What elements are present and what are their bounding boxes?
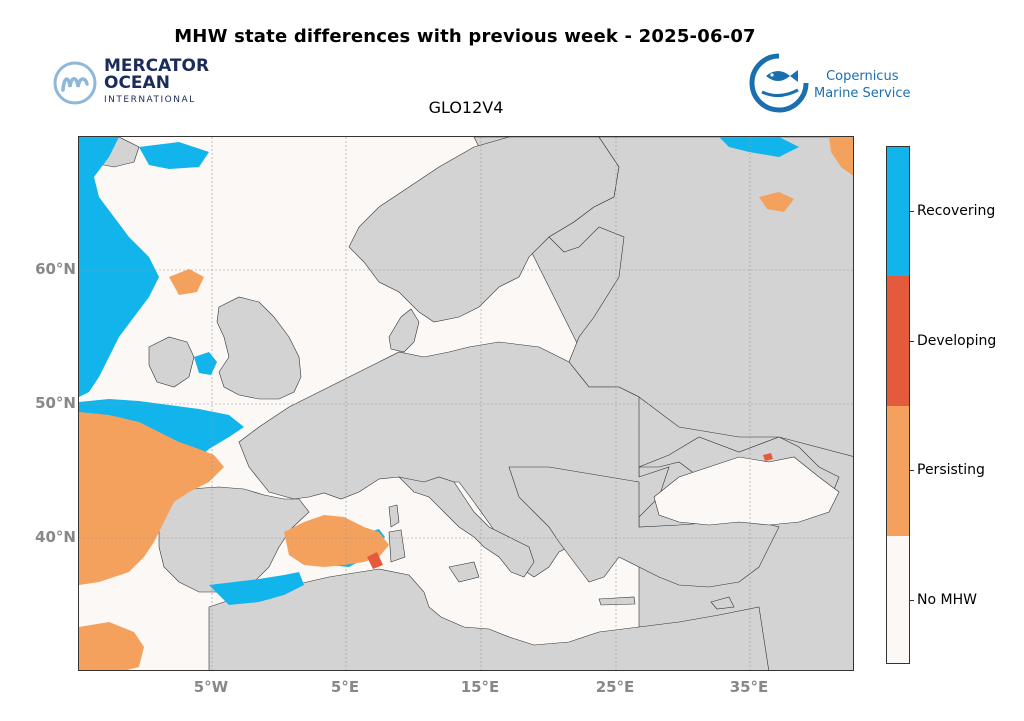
fish-icon	[749, 53, 809, 113]
lon-label-25e: 25°E	[595, 678, 635, 696]
lon-label-5w: 5°W	[193, 678, 229, 696]
land-balkans	[508, 466, 780, 588]
lat-label-60n: 60°N	[35, 260, 76, 278]
black-sea	[653, 456, 840, 526]
colorbar-tick	[910, 600, 914, 601]
land-sicily	[448, 561, 480, 583]
gridlines	[79, 137, 853, 670]
land-finland-russia	[548, 137, 853, 457]
mhw-persisting-irish-shelf	[169, 269, 204, 295]
mhw-recovering-irish	[194, 352, 217, 375]
copernicus-line1: Copernicus	[826, 69, 899, 84]
land-sardinia	[388, 529, 406, 563]
land-crete	[598, 596, 636, 606]
colorbar-persisting	[887, 406, 909, 536]
colorbar-no-mhw	[887, 536, 909, 663]
mhw-persisting-white-sea	[759, 192, 794, 212]
mhw-persisting-barents-edge	[829, 137, 853, 176]
colorbar-tick	[910, 211, 914, 212]
mercator-line1: MERCATOR	[104, 56, 210, 76]
legend-label-no-mhw: No MHW	[917, 592, 977, 608]
mercator-line2: OCEAN	[104, 73, 170, 93]
map-panel	[78, 136, 854, 671]
legend-label-developing: Developing	[917, 333, 997, 349]
colorbar	[886, 146, 910, 664]
colorbar-developing	[887, 276, 909, 406]
land-iberia	[158, 486, 310, 593]
land-denmark	[388, 308, 420, 353]
legend-label-recovering: Recovering	[917, 203, 996, 219]
land-italy	[398, 476, 535, 578]
land-cyprus	[710, 596, 735, 610]
map-svg	[79, 137, 853, 670]
mhw-persisting-atlantic	[79, 412, 224, 585]
mercator-logo: MERCATOR OCEAN INTERNATIONAL	[52, 58, 222, 110]
mhw-persisting-canary	[79, 622, 144, 670]
chart-title: MHW state differences with previous week…	[174, 26, 756, 47]
map-subtitle: GLO12V4	[428, 98, 504, 117]
copernicus-line2: Marine Service	[814, 86, 911, 101]
mhw-recovering-alboran	[209, 572, 304, 605]
lon-label-5e: 5°E	[330, 678, 360, 696]
lat-label-40n: 40°N	[35, 528, 76, 546]
mhw-developing-sardinia	[367, 552, 383, 569]
land-ireland	[148, 336, 195, 388]
mhw-persisting-balearic	[284, 515, 389, 567]
colorbar-tick	[910, 341, 914, 342]
lon-label-15e: 15°E	[460, 678, 500, 696]
copernicus-logo: Copernicus Marine Service	[748, 52, 928, 113]
mhw-recovering-atlantic-north	[79, 137, 159, 397]
legend-label-persisting: Persisting	[917, 462, 985, 478]
lon-label-35e: 35°E	[729, 678, 769, 696]
land-north-africa	[208, 568, 769, 670]
colorbar-recovering	[887, 147, 909, 276]
mhw-developing-cyprus	[763, 453, 773, 461]
lat-label-50n: 50°N	[35, 394, 76, 412]
colorbar-tick	[910, 470, 914, 471]
mhw-recovering-barents	[719, 137, 799, 157]
mercator-m-icon	[53, 61, 97, 105]
mercator-line3: INTERNATIONAL	[104, 95, 196, 105]
land-corsica	[388, 504, 400, 528]
land-uk	[216, 296, 302, 400]
mhw-recovering-norwegian	[139, 142, 209, 169]
